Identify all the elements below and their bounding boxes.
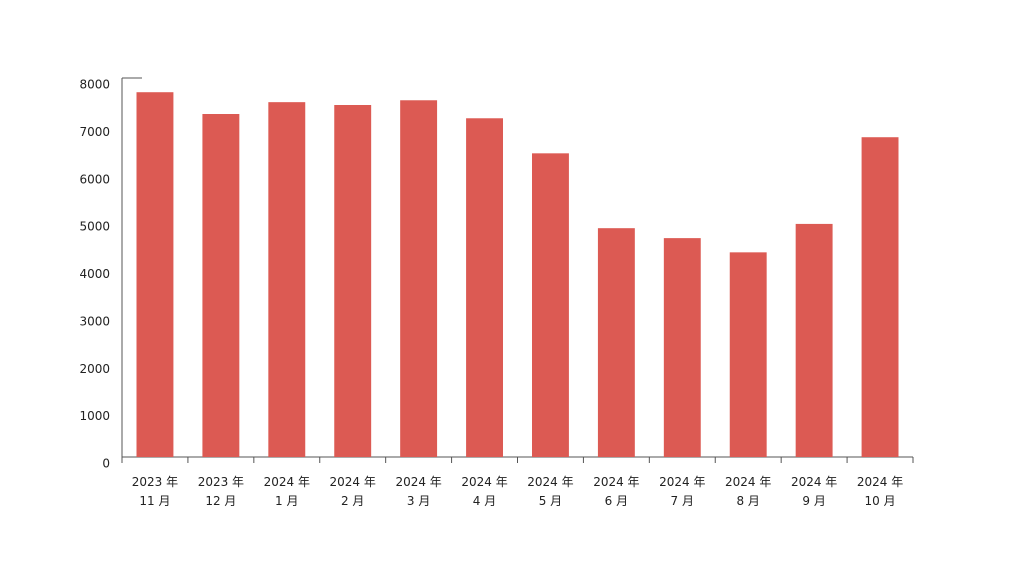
y-tick-label: 1000 xyxy=(79,409,110,423)
bar xyxy=(268,102,306,457)
y-tick-label: 3000 xyxy=(79,314,110,328)
bar xyxy=(400,100,438,458)
y-tick-label: 2000 xyxy=(79,362,110,376)
bar xyxy=(663,238,701,457)
bar xyxy=(136,92,174,458)
x-tick-label: 2024 年 3 月 xyxy=(395,475,442,508)
x-tick-label: 2024 年 5 月 xyxy=(527,475,574,508)
x-tick-label: 2024 年 9 月 xyxy=(790,475,838,508)
x-tick-label: 2023 年 12 月 xyxy=(197,475,245,508)
x-tick-label: 2023 年 11 月 xyxy=(131,475,179,508)
x-tick-label: 2024 年 1 月 xyxy=(263,475,310,508)
y-tick-label: 4000 xyxy=(79,267,110,281)
x-tick-label: 2024 年 8 月 xyxy=(725,475,772,508)
bar xyxy=(202,114,240,457)
y-tick-label: 5000 xyxy=(79,220,110,234)
x-tick-label: 2024 年 10 月 xyxy=(856,475,904,508)
bar xyxy=(532,153,569,458)
y-tick-label: 0 xyxy=(102,457,110,471)
x-tick-label: 2024 年 4 月 xyxy=(461,475,508,508)
bar xyxy=(466,118,503,458)
bar xyxy=(334,105,372,457)
bar xyxy=(795,223,833,457)
bar xyxy=(861,137,899,457)
y-tick-label: 6000 xyxy=(79,172,110,186)
x-tick-label: 2024 年 6 月 xyxy=(593,475,640,508)
bar xyxy=(597,228,635,457)
x-tick-label: 2024 年 7 月 xyxy=(659,475,706,508)
x-tick-label: 2024 年 2 月 xyxy=(329,475,376,508)
y-tick-label: 7000 xyxy=(79,125,110,139)
y-tick-label: 8000 xyxy=(79,78,110,92)
bar xyxy=(729,252,767,457)
